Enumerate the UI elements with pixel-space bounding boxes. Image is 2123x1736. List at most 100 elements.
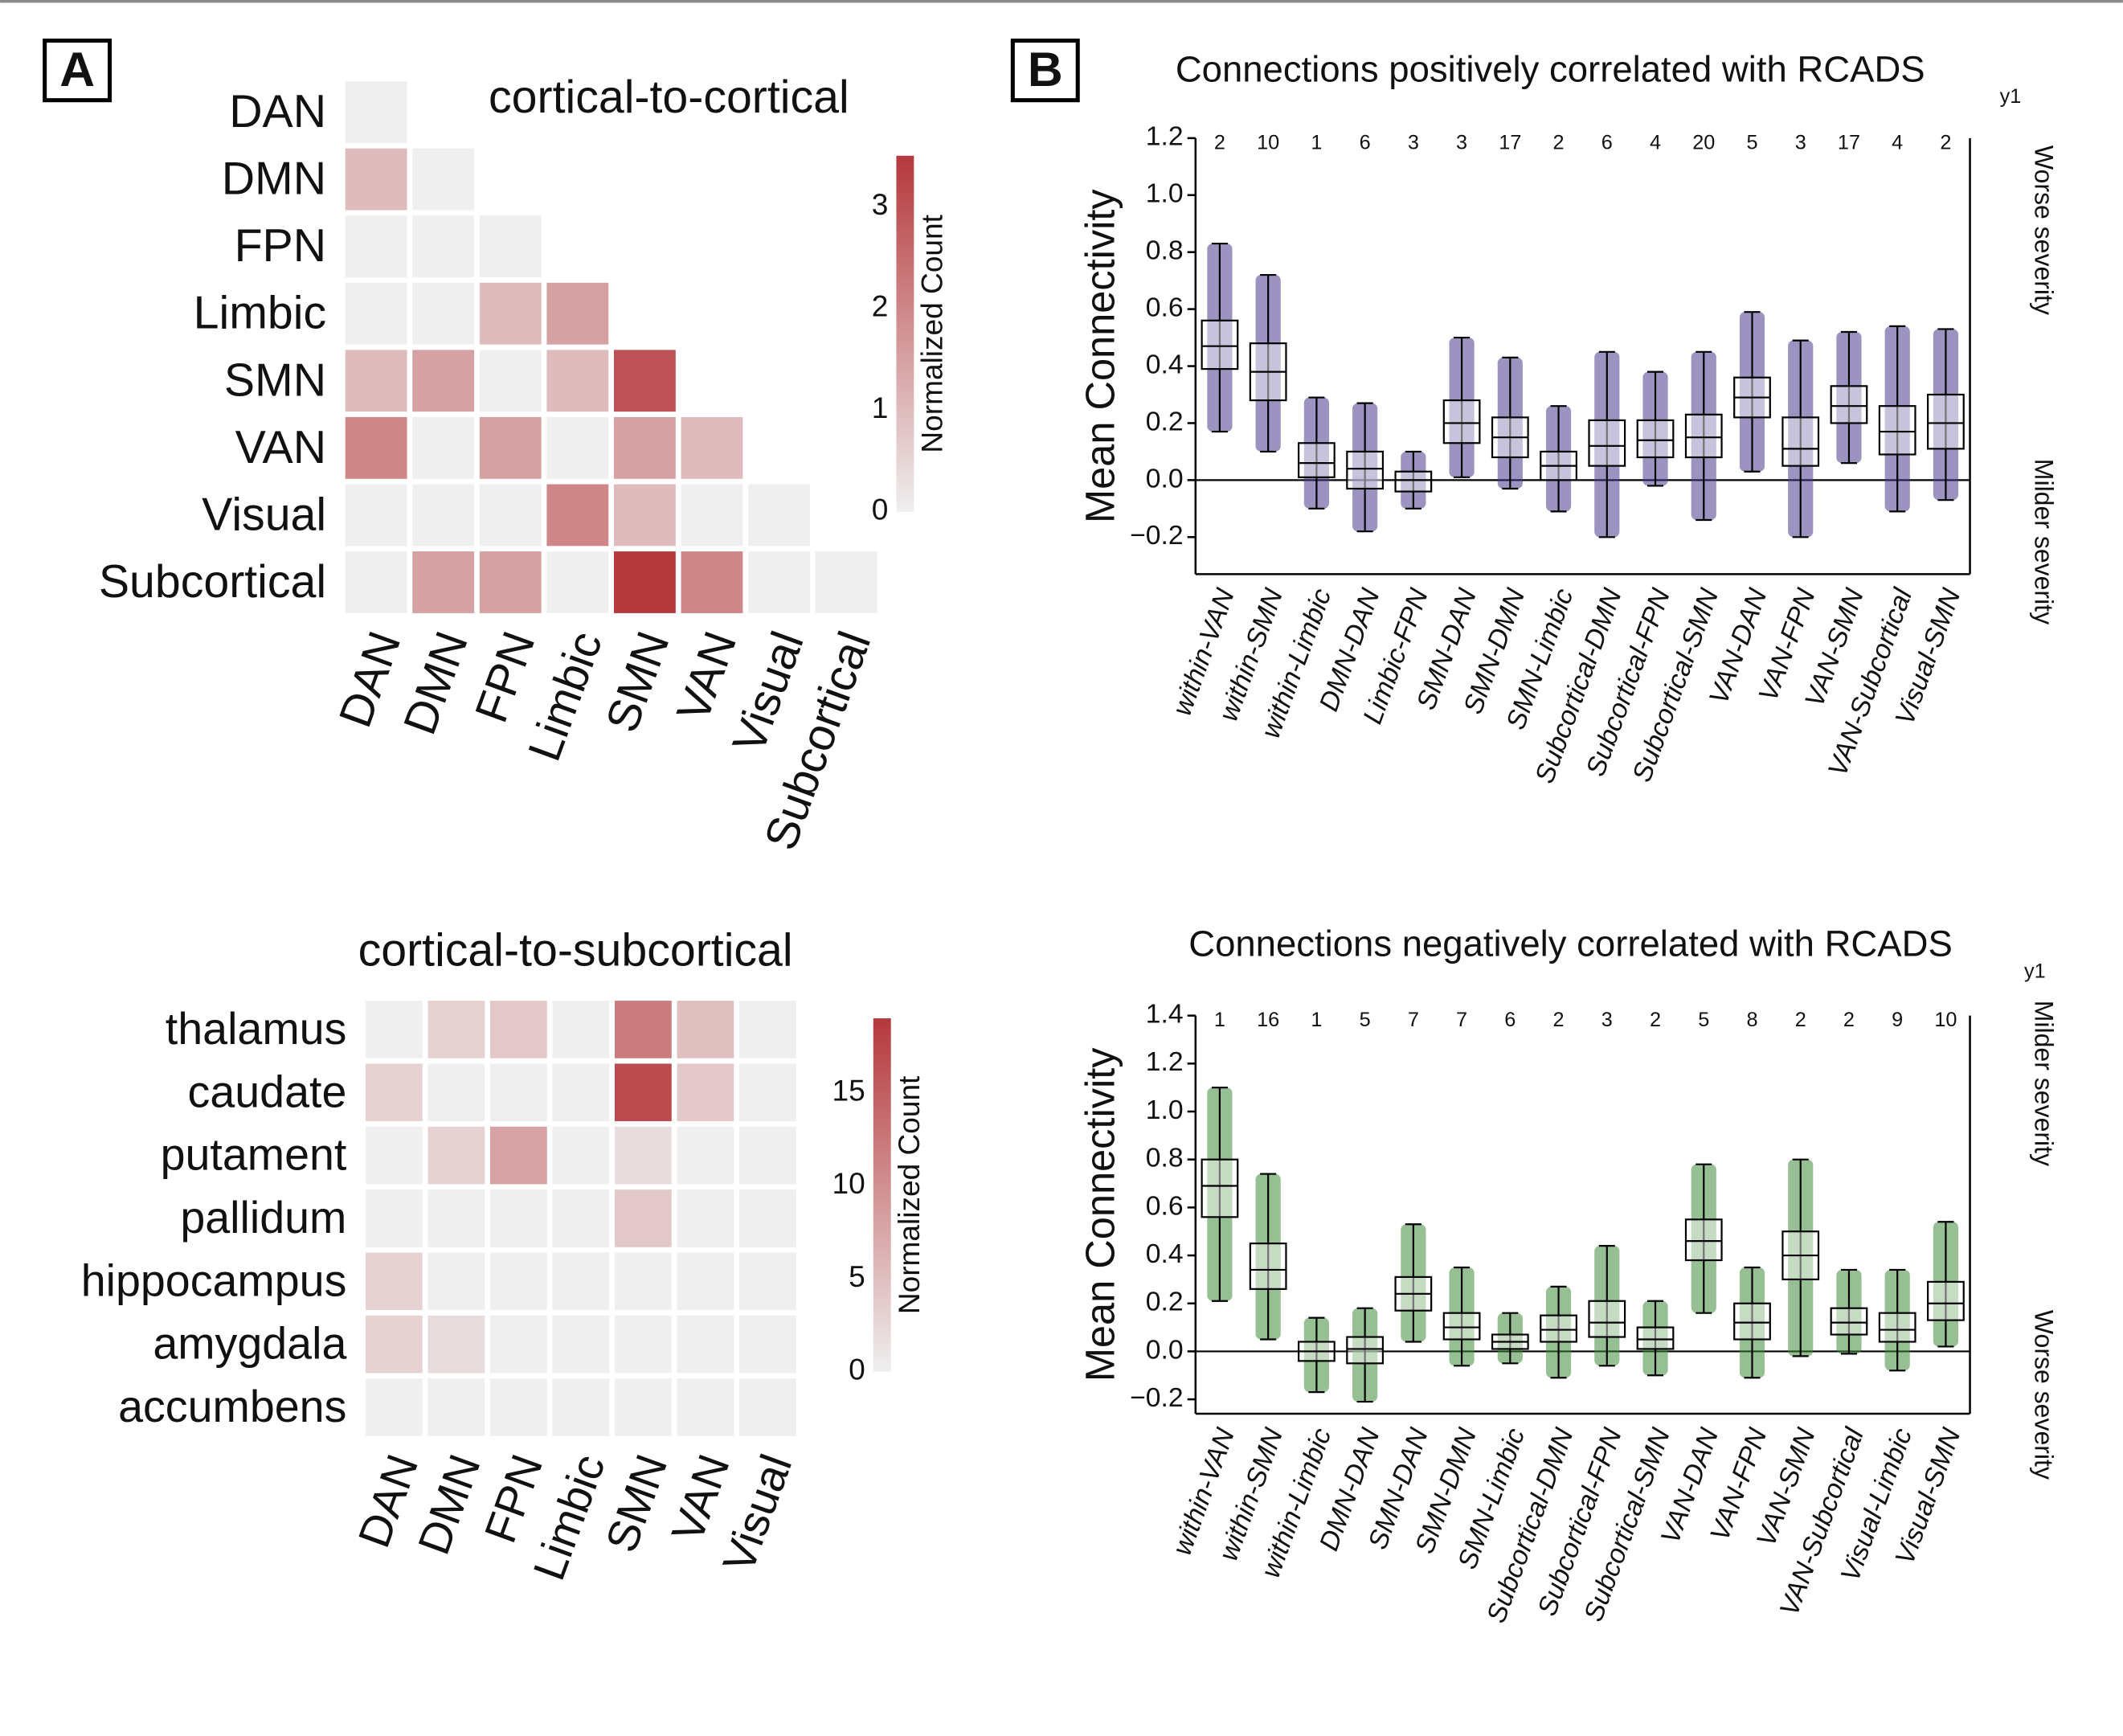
heatmap-cell [815, 551, 877, 613]
colorbar-tick-label: 5 [849, 1259, 865, 1293]
heatmap-cell [365, 1315, 423, 1374]
panel-label: B [1028, 42, 1063, 96]
colorbar-tick-label: 1 [872, 391, 889, 424]
box [1684, 1218, 1723, 1262]
y-tick-label: 1.0 [1146, 179, 1184, 209]
box [1927, 1280, 1965, 1321]
count-label: 2 [1650, 1009, 1661, 1031]
count-label: 8 [1746, 1009, 1757, 1031]
heatmap-cell [546, 484, 609, 547]
heatmap-cell [489, 1189, 547, 1247]
heatmap-cell [613, 416, 676, 479]
box [1588, 1300, 1626, 1338]
heatmap-cell [427, 1378, 485, 1436]
heatmap-cell [677, 1315, 734, 1374]
heatmap-cell [739, 1126, 796, 1185]
count-label: 3 [1456, 131, 1467, 154]
heatmap-cell [345, 148, 407, 211]
y-tick-label: 0.6 [1146, 1191, 1184, 1221]
count-label: 4 [1892, 131, 1903, 154]
box [1684, 413, 1723, 459]
box [1878, 1312, 1916, 1343]
heatmap-cell [614, 1001, 672, 1058]
box [1878, 405, 1916, 456]
box [1249, 1243, 1287, 1290]
heatmap-cell [739, 1315, 796, 1374]
count-label: 10 [1257, 131, 1279, 154]
count-label: 16 [1257, 1009, 1279, 1031]
heatmap-cell [412, 484, 475, 547]
row-label: VAN [235, 422, 327, 473]
box [1201, 1158, 1239, 1218]
heatmap-cell [489, 1001, 547, 1058]
row-label: putament [161, 1130, 347, 1180]
heatmap-title: cortical-to-cortical [489, 72, 849, 123]
heatmap-cell [365, 1063, 423, 1122]
box [1830, 385, 1868, 424]
colorbar-tick-label: 2 [872, 289, 889, 322]
heatmap-cell [412, 148, 475, 211]
heatmap-cell [614, 1189, 672, 1247]
heatmap-cell [345, 81, 407, 143]
count-label: 3 [1601, 1009, 1613, 1031]
y-tick-label: 0.4 [1146, 350, 1184, 379]
box [1442, 1312, 1481, 1341]
colorbar-label: Normalized Count [892, 1075, 926, 1314]
count-label: 5 [1360, 1009, 1371, 1031]
heatmap-cell [365, 1378, 423, 1436]
colorbar [873, 1018, 891, 1372]
box [1394, 470, 1433, 493]
severity-note: Milder severity [2029, 459, 2058, 624]
heatmap-cell [412, 551, 475, 613]
count-label: 2 [1214, 131, 1225, 154]
count-label: 2 [1940, 131, 1951, 154]
heatmap-cell [345, 350, 407, 412]
count-label: 17 [1838, 131, 1860, 154]
heatmap-cell [345, 215, 407, 278]
row-label: hippocampus [81, 1255, 347, 1305]
row-label: caudate [188, 1067, 347, 1116]
row-label: DMN [222, 154, 326, 205]
heatmap-cell [552, 1252, 610, 1311]
box [1830, 1307, 1868, 1336]
heatmap-cell [614, 1252, 672, 1311]
heatmap-cell [345, 484, 407, 547]
heatmap-cell [614, 1126, 672, 1185]
heatmap-cell [546, 350, 609, 412]
heatmap-cell [552, 1063, 610, 1122]
colorbar-tick-label: 0 [849, 1353, 865, 1386]
count-label: 4 [1650, 131, 1661, 154]
heatmap-cell [479, 551, 542, 613]
row-label: thalamus [166, 1004, 347, 1054]
heatmap-cell [748, 551, 810, 613]
heatmap-cell [365, 1189, 423, 1247]
count-label: 1 [1214, 1009, 1225, 1031]
severity-note: Worse severity [2029, 145, 2058, 315]
y-tick-label: 0.6 [1146, 293, 1184, 323]
heatmap-cell [479, 416, 542, 479]
chart-title: Connections negatively correlated with R… [1188, 923, 1953, 964]
heatmap-cell [365, 1001, 423, 1058]
heatmap-cell [552, 1315, 610, 1374]
count-label: 2 [1553, 131, 1565, 154]
heatmap-cell [489, 1063, 547, 1122]
count-label: 5 [1698, 1009, 1709, 1031]
heatmap-cell [613, 350, 676, 412]
box [1346, 450, 1385, 490]
heatmap-cell [739, 1378, 796, 1436]
row-label: SMN [224, 354, 326, 406]
title-subscript: y1 [2000, 85, 2022, 108]
heatmap-cell [365, 1126, 423, 1185]
y-axis-label: Mean Connectivity [1078, 1047, 1123, 1382]
heatmap-cell [681, 416, 743, 479]
heatmap-cell [427, 1126, 485, 1185]
count-label: 9 [1892, 1009, 1903, 1031]
y-tick-label: 1.4 [1146, 1000, 1184, 1030]
count-label: 1 [1311, 131, 1322, 154]
row-label: FPN [235, 220, 327, 272]
panel-label-box [1010, 39, 1080, 103]
heatmap-cell [345, 282, 407, 345]
heatmap-cell [489, 1126, 547, 1185]
heatmap-cell [677, 1001, 734, 1058]
